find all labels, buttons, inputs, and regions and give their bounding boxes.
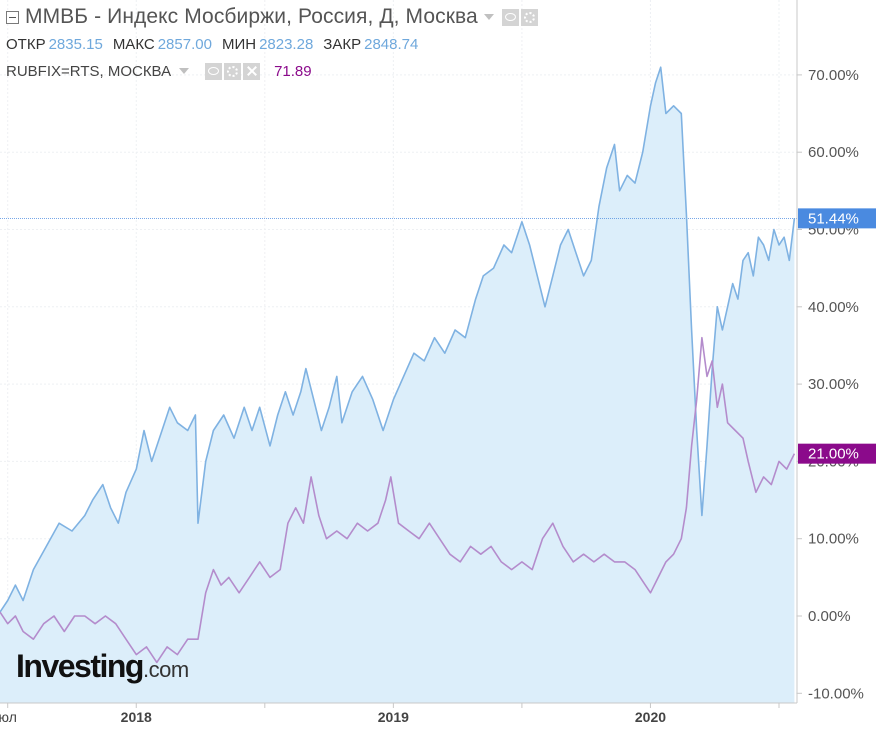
eye-icon[interactable] [501,8,519,26]
last-value-badges: 51.44% 21.00% [798,208,876,464]
comparison-name: RUBFIX=RTS, МОСКВА [6,62,172,80]
comparison-value: 71.89 [274,62,312,80]
ohlc-row: ОТКР 2835.15 МАКС 2857.00 МИН 2823.28 ЗА… [6,34,538,54]
legend-title-row: ММВБ - Индекс Мосбиржи, Россия, Д, Москв… [6,4,538,30]
y-tick-label: 60.00% [808,144,859,161]
x-axis: юл 2018 2019 2020 [0,703,780,725]
gear-icon[interactable] [520,8,538,26]
low-label: МИН [221,35,257,53]
last-value-label-1: 21.00% [808,446,859,463]
gear-icon[interactable] [224,62,242,80]
y-axis: 70.00%60.00%50.00%40.00%30.00%20.00%10.0… [797,67,864,702]
collapse-icon[interactable] [6,10,19,24]
y-tick-label: 0.00% [808,608,851,625]
caret-down-icon[interactable] [179,68,190,74]
eye-icon[interactable] [205,62,223,80]
series-area-0 [0,67,795,703]
x-tick-label: 2018 [121,709,152,725]
series-line-1 [0,336,796,664]
logo-text: Investing [16,648,144,684]
high-value: 2857.00 [157,35,212,53]
y-tick-label: -10.00% [808,685,864,702]
last-value-badge-0 [798,208,876,229]
y-tick-label: 10.00% [808,531,859,548]
series-layer [0,66,796,664]
y-tick-label: 40.00% [808,299,859,316]
last-value-label-0: 51.44% [808,210,859,227]
series-line-0 [0,66,796,613]
caret-down-icon[interactable] [483,14,494,20]
open-value: 2835.15 [48,35,103,53]
close-label: ЗАКР [323,35,362,53]
logo-suffix: .com [142,657,189,682]
open-label: ОТКР [6,35,46,53]
y-tick-label: 30.00% [808,376,859,393]
x-tick-label: 2020 [635,709,666,725]
instrument-title: ММВБ - Индекс Мосбиржи, Россия, Д, Москв… [25,5,478,28]
y-tick-label: 70.00% [808,67,859,84]
x-tick-label: 2019 [378,709,409,725]
close-icon[interactable] [243,62,261,80]
comparison-row: RUBFIX=RTS, МОСКВА 71.89 [6,60,538,82]
last-value-badge-1 [798,443,876,464]
investing-logo: Investing .com [16,648,189,685]
close-value: 2848.74 [364,35,419,53]
x-tick-label: юл [0,709,17,725]
area-layer [0,67,795,703]
low-value: 2823.28 [259,35,314,53]
high-label: МАКС [112,35,155,53]
legend: ММВБ - Индекс Мосбиржи, Россия, Д, Москв… [6,4,538,82]
